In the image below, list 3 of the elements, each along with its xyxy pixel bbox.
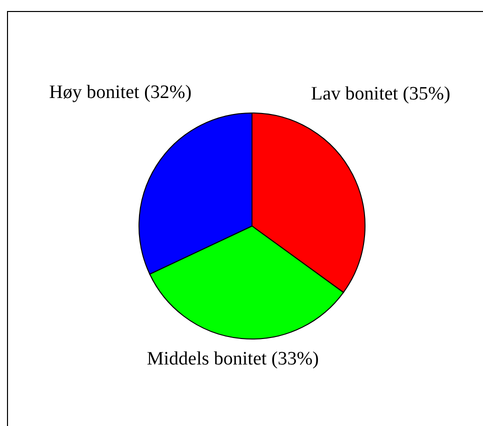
slice-label: Middels bonitet (33%) xyxy=(146,348,319,370)
slice-label: Lav bonitet (35%) xyxy=(311,83,450,104)
slice-label: Høy bonitet (32%) xyxy=(49,82,192,103)
